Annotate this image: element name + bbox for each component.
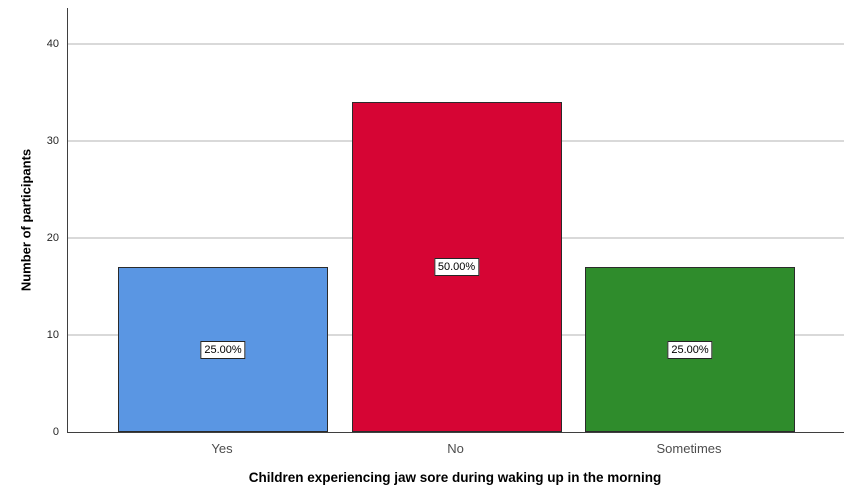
gridline-y-40 [68,42,844,45]
plot-area: 25.00% 50.00% 25.00% [67,8,844,433]
y-axis-title: Number of participants [18,148,34,292]
bar-percent-label-yes: 25.00% [200,340,246,359]
x-tick-label-sometimes: Sometimes [656,441,722,456]
x-tick-label-yes: Yes [211,441,233,456]
y-tick-label-20: 20 [46,231,59,244]
y-tick-label-10: 10 [46,328,59,341]
x-tick-label-no: No [447,441,464,456]
x-axis-title: Children experiencing jaw sore during wa… [248,470,662,485]
y-tick-label-30: 30 [46,134,59,147]
bar-percent-label-no: 50.00% [433,258,480,276]
y-tick-label-0: 0 [52,426,59,438]
bar-percent-label-sometimes: 25.00% [667,340,713,359]
y-tick-label-40: 40 [46,37,59,50]
